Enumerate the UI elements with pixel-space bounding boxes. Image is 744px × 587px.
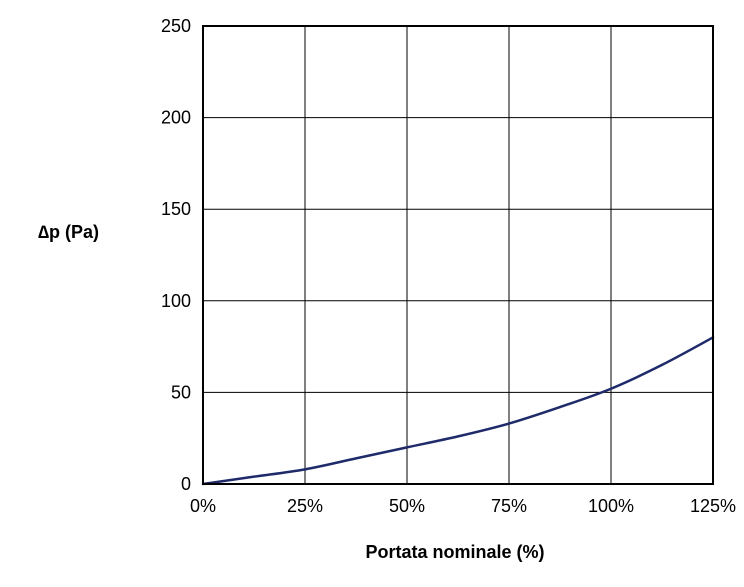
x-tick-label: 25%	[287, 496, 323, 516]
x-axis-label: Portata nominale (%)	[365, 542, 544, 562]
x-tick-label: 75%	[491, 496, 527, 516]
x-tick-label: 0%	[190, 496, 216, 516]
y-tick-label: 50	[171, 382, 191, 402]
series-layer	[201, 336, 715, 486]
series-line	[201, 336, 715, 486]
x-tick-label: 50%	[389, 496, 425, 516]
y-tick-label: 250	[161, 16, 191, 36]
y-tick-label: 200	[161, 108, 191, 128]
y-tick-label: 150	[161, 199, 191, 219]
grid	[202, 25, 714, 485]
y-tick-label: 100	[161, 291, 191, 311]
x-tick-label: 125%	[690, 496, 736, 516]
y-axis-label: ∆p (Pa)	[38, 222, 99, 242]
y-tick-labels: 0 50 100 150 200 250	[161, 16, 191, 494]
plot-frame	[202, 25, 714, 485]
x-tick-label: 100%	[588, 496, 634, 516]
y-tick-label: 0	[181, 474, 191, 494]
x-tick-labels: 0% 25% 50% 75% 100% 125%	[190, 496, 736, 516]
